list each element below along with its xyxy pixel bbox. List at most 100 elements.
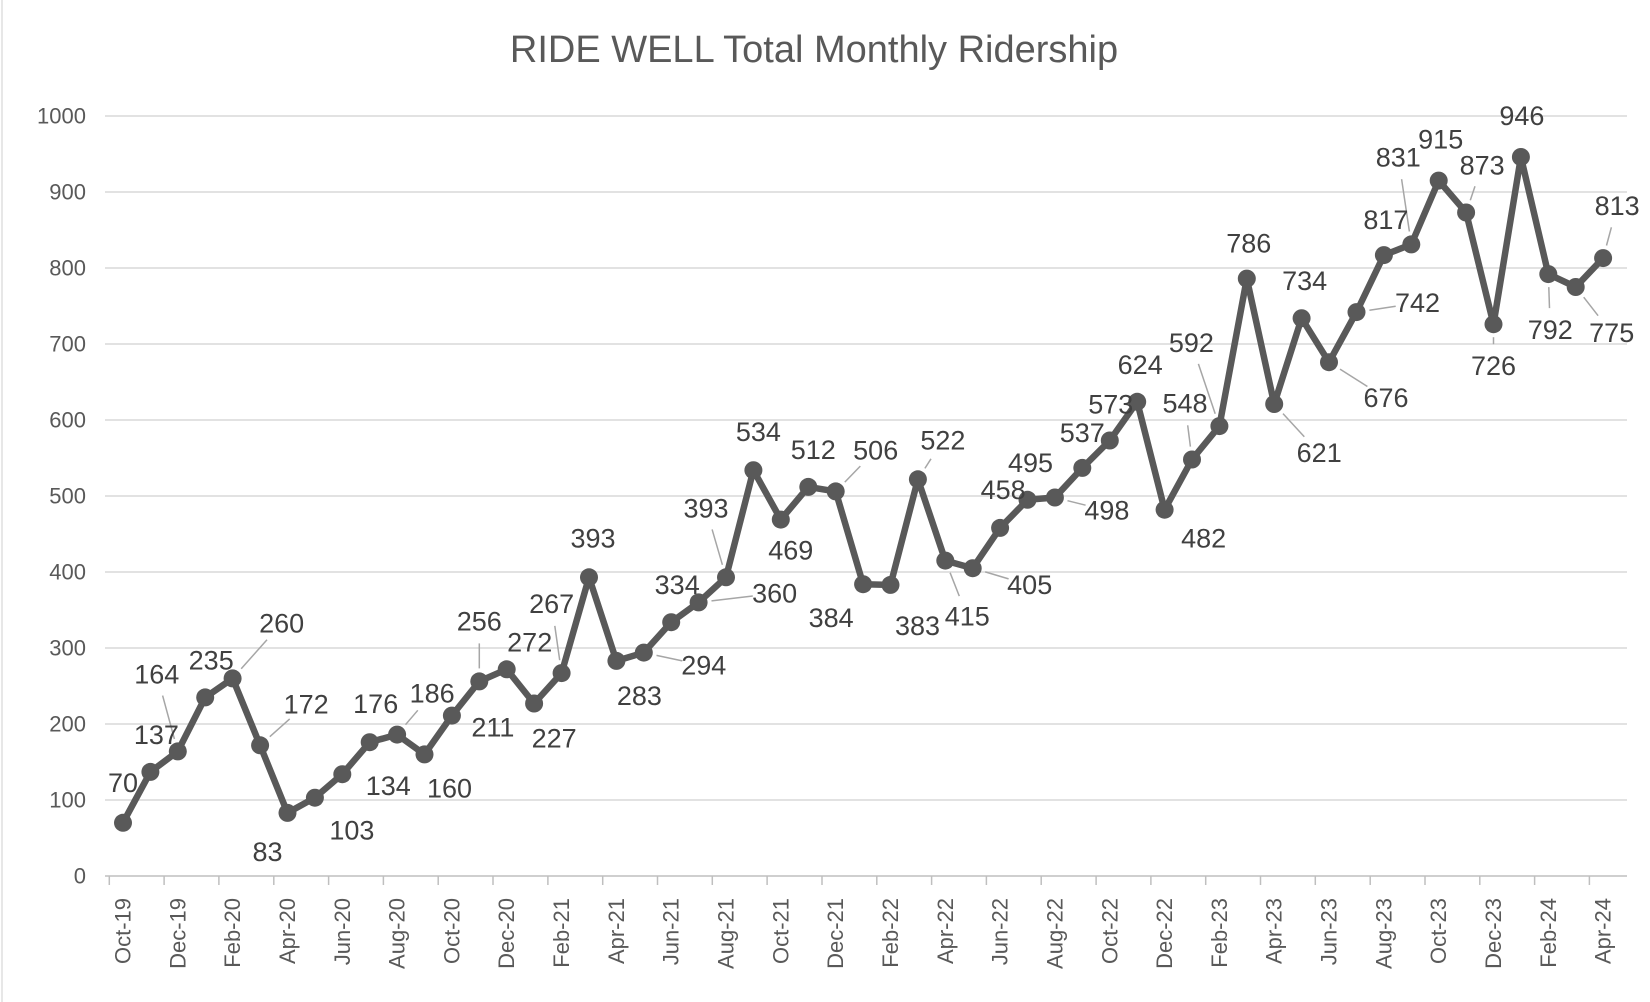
data-label: 405 [1007, 570, 1052, 600]
x-tick-label: Feb-22 [878, 898, 903, 968]
data-point [442, 706, 461, 725]
data-label: 211 [471, 713, 514, 743]
data-point [1594, 249, 1613, 268]
data-label: 817 [1363, 205, 1408, 235]
data-point [908, 470, 927, 489]
data-label: 172 [284, 689, 329, 719]
data-label: 786 [1226, 229, 1271, 259]
data-label: 70 [108, 768, 138, 798]
data-point [662, 613, 681, 632]
data-label: 537 [1060, 418, 1105, 448]
y-tick-label: 700 [49, 332, 86, 357]
data-point [525, 694, 544, 713]
page-left-edge-line [1, 0, 3, 1002]
data-point [360, 733, 379, 752]
data-point [634, 643, 653, 662]
y-tick-label: 600 [49, 408, 86, 433]
x-tick-label: Oct-22 [1097, 898, 1122, 964]
y-tick-label: 500 [49, 484, 86, 509]
data-label: 573 [1088, 390, 1133, 420]
data-point [826, 482, 845, 501]
data-label: 393 [683, 493, 728, 523]
data-label: 624 [1118, 350, 1163, 380]
data-label: 676 [1363, 383, 1408, 413]
x-tick-label: Aug-22 [1042, 898, 1067, 969]
data-point [689, 593, 708, 612]
y-tick-label: 0 [74, 864, 86, 889]
y-axis-labels: 0 100 200 300 400 500 600 700 800 900 1000 [37, 104, 86, 889]
data-point [991, 518, 1010, 537]
x-tick-label: Dec-19 [165, 898, 190, 969]
x-tick-label: Jun-20 [330, 898, 355, 965]
data-label: 334 [655, 570, 700, 600]
data-label: 164 [134, 659, 179, 689]
x-tick-label: Jun-23 [1317, 898, 1342, 965]
data-point [1429, 171, 1448, 190]
data-point [141, 762, 160, 781]
data-point [251, 736, 270, 755]
x-tick-label: Aug-20 [385, 898, 410, 969]
data-point [278, 803, 297, 822]
data-label: 160 [427, 773, 472, 803]
gridlines [105, 115, 1627, 801]
x-tick-label: Feb-24 [1536, 898, 1561, 968]
x-tick-label: Apr-23 [1262, 898, 1287, 964]
data-point [415, 745, 434, 764]
data-point [333, 765, 352, 784]
data-label: 792 [1528, 315, 1573, 345]
data-point [497, 660, 516, 679]
data-label: 495 [1008, 448, 1053, 478]
data-label: 83 [252, 837, 282, 867]
data-point [1183, 450, 1201, 469]
data-point [1292, 309, 1311, 328]
data-point [1018, 490, 1037, 509]
x-tick-label: Feb-20 [220, 898, 245, 968]
data-point [936, 551, 955, 570]
data-label: 482 [1181, 524, 1226, 554]
x-axis [105, 875, 1627, 885]
data-point [196, 688, 215, 707]
data-label: 512 [791, 435, 836, 465]
data-label: 873 [1460, 151, 1505, 181]
data-label: 256 [457, 606, 502, 636]
data-point [114, 813, 132, 832]
data-point [717, 568, 735, 587]
data-label: 383 [895, 611, 940, 641]
data-point [854, 575, 873, 594]
x-tick-label: Dec-20 [494, 898, 519, 969]
data-point [963, 559, 982, 578]
data-label: 775 [1589, 318, 1634, 348]
y-tick-label: 800 [49, 256, 86, 281]
y-tick-label: 300 [49, 636, 86, 661]
data-point-markers [114, 148, 1613, 832]
x-tick-label: Jun-21 [659, 898, 684, 965]
data-label: 260 [259, 608, 304, 638]
data-point [744, 461, 763, 480]
data-point [168, 742, 187, 761]
x-axis-labels: Oct-19 Dec-19 Feb-20 Apr-20 Jun-20 Aug-20 Oct-… [111, 898, 1616, 969]
data-point [1511, 148, 1530, 166]
data-label: 360 [752, 578, 797, 608]
data-point [1566, 278, 1585, 296]
data-label: 742 [1395, 288, 1440, 318]
data-labels: 70 137 164 235 260 172 83 103 134 176 186 160 211 256… [108, 101, 1640, 867]
data-label: 621 [1297, 438, 1342, 468]
x-tick-label: Oct-20 [439, 898, 464, 964]
x-tick-label: Dec-23 [1481, 898, 1506, 969]
data-label: 946 [1499, 101, 1544, 131]
y-tick-label: 400 [49, 560, 86, 585]
data-point [1237, 269, 1256, 288]
data-label: 186 [410, 679, 455, 709]
data-point [388, 725, 407, 744]
data-point [1484, 315, 1503, 334]
data-point [223, 669, 242, 688]
data-point [799, 477, 818, 496]
x-tick-label: Oct-21 [768, 898, 793, 964]
data-point [881, 575, 900, 594]
x-tick-label: Dec-22 [1152, 898, 1177, 969]
data-point [771, 510, 790, 529]
data-label: 294 [681, 651, 726, 681]
data-label: 235 [189, 645, 234, 675]
x-tick-label: Aug-23 [1371, 898, 1396, 969]
